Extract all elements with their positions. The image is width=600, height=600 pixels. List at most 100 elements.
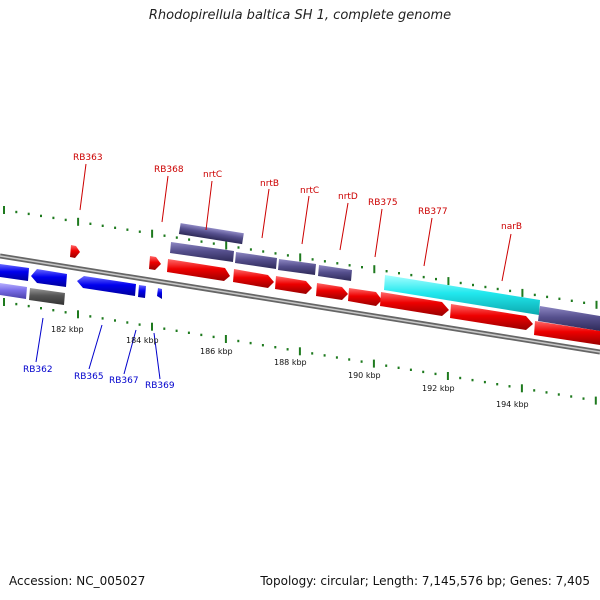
tick-label-182: 182 kbp bbox=[51, 325, 84, 334]
upper-tick-mark bbox=[447, 277, 450, 286]
upper-tick-mark bbox=[163, 234, 166, 237]
gene-slate-1[interactable] bbox=[178, 223, 244, 245]
upper-tick-mark bbox=[114, 226, 117, 229]
gene-slate-b[interactable] bbox=[235, 252, 277, 269]
gene-slate-d[interactable] bbox=[318, 265, 352, 281]
lower-tick-mark bbox=[520, 384, 523, 393]
tick-label-194: 194 kbp bbox=[496, 400, 529, 409]
leader-rb367 bbox=[123, 329, 137, 375]
upper-tick-mark bbox=[212, 242, 215, 245]
upper-tick-mark bbox=[15, 210, 18, 214]
lower-tick-mark bbox=[594, 396, 597, 405]
lower-tick-mark bbox=[557, 393, 560, 396]
lower-tick-mark bbox=[348, 358, 351, 361]
lower-tick-mark bbox=[40, 307, 42, 310]
tick-label-184: 184 kbp bbox=[126, 336, 159, 345]
leader-nrtd bbox=[339, 202, 349, 251]
gene-forward-nrtC-2[interactable] bbox=[275, 276, 312, 294]
gene-reverse-rb369[interactable] bbox=[157, 288, 162, 299]
upper-tick-mark bbox=[348, 264, 351, 267]
lower-tick-mark bbox=[77, 310, 79, 319]
upper-tick-mark bbox=[472, 283, 474, 287]
lower-tick-mark bbox=[360, 360, 363, 363]
upper-tick-mark bbox=[533, 293, 536, 297]
upper-tick-mark bbox=[509, 289, 512, 293]
gene-forward-rb375[interactable] bbox=[348, 288, 382, 306]
gene-forward-nrtC-1[interactable] bbox=[167, 259, 230, 281]
gene-label-nrtd: nrtD bbox=[338, 192, 358, 202]
lower-tick-mark bbox=[471, 378, 474, 382]
lower-tick-mark bbox=[508, 385, 511, 388]
gene-forward-rb368[interactable] bbox=[149, 256, 161, 270]
lower-tick-mark bbox=[114, 319, 116, 322]
upper-tick-mark bbox=[361, 266, 363, 269]
lower-tick-mark bbox=[138, 323, 141, 326]
upper-tick-mark bbox=[595, 300, 598, 309]
gene-highlight-cyan[interactable] bbox=[384, 275, 540, 315]
upper-tick-mark bbox=[175, 236, 178, 239]
leader-rb362 bbox=[35, 317, 44, 363]
upper-tick-mark bbox=[52, 216, 55, 220]
upper-tick-mark bbox=[200, 240, 203, 243]
upper-tick-mark bbox=[459, 281, 462, 285]
gene-label-nrtc-2: nrtC bbox=[300, 186, 319, 196]
lower-tick-mark bbox=[385, 364, 388, 367]
leader-rb368 bbox=[161, 175, 169, 223]
leader-rb377 bbox=[423, 217, 433, 267]
upper-tick-mark bbox=[570, 299, 573, 302]
lower-tick-mark bbox=[175, 329, 178, 332]
topology-text: Topology: circular; Length: 7,145,576 bp… bbox=[260, 574, 590, 588]
lower-tick-mark bbox=[434, 372, 437, 376]
upper-tick-mark bbox=[410, 273, 413, 277]
gene-label-rb363: RB363 bbox=[73, 153, 103, 163]
gene-slate-c[interactable] bbox=[278, 259, 316, 275]
lower-tick-mark bbox=[335, 356, 338, 359]
upper-tick-mark bbox=[583, 301, 586, 304]
gene-reverse-1[interactable] bbox=[0, 264, 29, 281]
upper-tick-track bbox=[3, 206, 598, 309]
upper-tick-mark bbox=[373, 265, 376, 274]
lower-tick-mark bbox=[422, 370, 425, 374]
gene-forward-rb377[interactable] bbox=[380, 292, 449, 316]
lower-tick-mark bbox=[52, 309, 55, 312]
gene-forward-nrtB[interactable] bbox=[233, 269, 274, 288]
gene-forward-narb-1[interactable] bbox=[450, 304, 533, 330]
leader-rb369 bbox=[153, 332, 161, 380]
gene-label-nrtc-1: nrtC bbox=[203, 170, 222, 180]
gene-label-nrtb: nrtB bbox=[260, 179, 279, 189]
gene-reverse-rb367[interactable] bbox=[138, 285, 146, 298]
lower-tick-mark bbox=[151, 322, 153, 331]
upper-tick-mark bbox=[151, 229, 154, 238]
leader-narb bbox=[501, 233, 512, 282]
gene-lightblue[interactable] bbox=[0, 283, 27, 299]
gene-label-rb369: RB369 bbox=[145, 381, 175, 391]
upper-tick-mark bbox=[546, 295, 549, 299]
tick-label-190: 190 kbp bbox=[348, 371, 381, 380]
upper-tick-mark bbox=[249, 248, 252, 251]
lower-tick-mark bbox=[212, 335, 215, 339]
gene-forward-rb363[interactable] bbox=[70, 245, 80, 258]
gene-gray[interactable] bbox=[29, 288, 65, 305]
leader-nrtc-1 bbox=[205, 180, 213, 231]
gene-reverse-rb365[interactable] bbox=[77, 276, 136, 296]
upper-tick-mark bbox=[27, 212, 30, 216]
lower-tick-mark bbox=[27, 304, 30, 308]
upper-tick-mark bbox=[274, 252, 277, 255]
lower-tick-mark bbox=[200, 333, 203, 337]
lower-tick-mark bbox=[126, 321, 129, 324]
gene-slate-a[interactable] bbox=[170, 242, 234, 262]
gene-slate-e[interactable] bbox=[538, 306, 600, 331]
gene-reverse-rb362[interactable] bbox=[31, 269, 67, 287]
upper-tick-mark bbox=[299, 253, 302, 262]
upper-tick-mark bbox=[435, 277, 437, 281]
gene-forward-nrtD[interactable] bbox=[316, 283, 348, 300]
upper-tick-mark bbox=[237, 246, 240, 249]
map-title: Rhodopirellula baltica SH 1, complete ge… bbox=[148, 8, 452, 23]
gene-label-rb365: RB365 bbox=[74, 372, 104, 382]
tick-label-188: 188 kbp bbox=[274, 358, 307, 367]
lower-tick-mark bbox=[15, 302, 18, 306]
lower-tick-mark bbox=[372, 359, 375, 368]
lower-tick-mark bbox=[286, 348, 289, 351]
gene-forward-narb-2[interactable] bbox=[534, 321, 600, 345]
